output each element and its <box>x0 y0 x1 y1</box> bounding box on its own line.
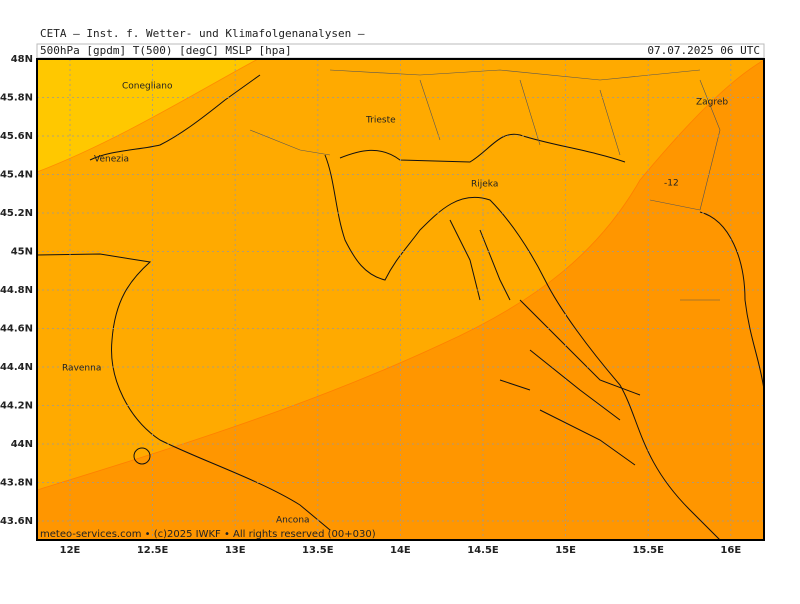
lon-label: 15E <box>555 545 576 556</box>
date: 07.07.2025 06 UTC <box>647 44 760 57</box>
coastline-italy <box>36 253 331 531</box>
lon-label: 14E <box>390 545 411 556</box>
lat-label: 45.6N <box>0 131 33 142</box>
map: Conegliano Venezia Trieste Rijeka Zagreb… <box>36 58 765 541</box>
coastline-venice <box>89 74 261 161</box>
temp-field-cold <box>37 60 764 540</box>
lat-label: 43.6N <box>0 516 33 527</box>
lon-label: 16E <box>720 545 741 556</box>
regional-borders <box>249 69 721 301</box>
border-east <box>699 211 765 391</box>
lon-label: 13E <box>225 545 246 556</box>
city-label: Ravenna <box>62 364 101 374</box>
coastline-croatia <box>324 154 721 541</box>
temp-field-warm <box>37 59 258 172</box>
lon-label: 13.5E <box>302 545 334 556</box>
lat-label: 45.4N <box>0 170 33 181</box>
lat-label: 44.4N <box>0 362 33 373</box>
lat-label: 44.6N <box>0 324 33 335</box>
city-label: Zagreb <box>696 98 728 108</box>
islands <box>449 219 641 466</box>
city-label: Ancona <box>276 516 310 526</box>
contour-label: -12 <box>664 179 679 189</box>
isotherm <box>36 59 765 491</box>
lon-label: 14.5E <box>467 545 499 556</box>
lat-label: 45.8N <box>0 93 33 104</box>
lat-label: 44.8N <box>0 285 33 296</box>
border-north <box>339 133 626 163</box>
isotherm <box>36 58 259 173</box>
city-label: Venezia <box>94 155 129 165</box>
title: CETA — Inst. f. Wetter- und Klimafolgena… <box>40 27 365 40</box>
footer: meteo-services.com • (c)2025 IWKF • All … <box>40 529 376 540</box>
city-label: Rijeka <box>471 180 498 190</box>
lat-label: 45.2N <box>0 208 33 219</box>
lat-label: 45N <box>11 247 33 258</box>
lat-label: 43.8N <box>0 478 33 489</box>
lat-label: 48N <box>11 54 33 65</box>
city-label: Trieste <box>365 116 396 126</box>
params: 500hPa [gpdm] T(500) [degC] MSLP [hpa] <box>40 44 292 57</box>
city-label: Conegliano <box>122 82 173 92</box>
lat-label: 44N <box>11 439 33 450</box>
lon-label: 12.5E <box>137 545 169 556</box>
lat-label: 44.2N <box>0 401 33 412</box>
lon-label: 15.5E <box>632 545 664 556</box>
map-frame <box>36 58 765 541</box>
lake <box>133 447 151 465</box>
lon-label: 12E <box>60 545 81 556</box>
